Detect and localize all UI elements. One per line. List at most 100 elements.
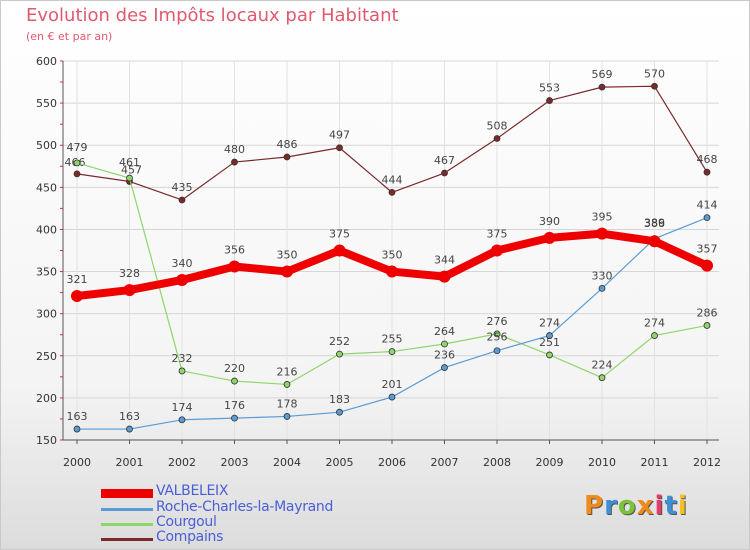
data-point-courgoul — [598, 374, 606, 382]
y-tick-label: 350 — [36, 266, 57, 279]
x-tick-label: 2006 — [378, 456, 406, 469]
x-tick-label: 2011 — [641, 456, 669, 469]
x-tick-label: 2004 — [273, 456, 301, 469]
data-label-compains: 435 — [172, 181, 193, 194]
data-point-roche-charles-la-mayrand — [231, 414, 238, 422]
data-point-roche-charles-la-mayrand — [703, 214, 711, 222]
data-label-roche-charles-la-mayrand: 163 — [67, 410, 88, 423]
y-tick-label: 300 — [36, 308, 57, 321]
data-point-compains — [493, 135, 501, 142]
legend-swatch — [101, 537, 153, 541]
legend-swatch — [101, 488, 153, 498]
x-tick-label: 2000 — [63, 456, 91, 469]
data-label-roche-charles-la-mayrand: 414 — [697, 199, 718, 212]
y-tick-label: 250 — [36, 350, 57, 363]
data-label-compains: 508 — [487, 119, 508, 132]
data-label-valbeleix: 350 — [382, 249, 403, 262]
x-tick-label: 2003 — [221, 456, 249, 469]
logo-letter: o — [617, 491, 637, 521]
data-point-compains — [336, 144, 343, 152]
y-tick-label: 500 — [36, 139, 57, 152]
data-point-compains — [231, 158, 238, 166]
data-label-roche-charles-la-mayrand: 178 — [277, 397, 298, 410]
data-label-courgoul: 251 — [539, 336, 560, 349]
data-point-valbeleix — [176, 273, 188, 286]
x-tick-label: 2005 — [326, 456, 354, 469]
data-label-valbeleix: 344 — [434, 254, 455, 267]
data-point-compains — [178, 196, 186, 204]
data-label-compains: 486 — [277, 138, 298, 151]
legend-item: Courgoul — [101, 514, 421, 531]
data-point-roche-charles-la-mayrand — [388, 393, 396, 401]
data-point-valbeleix — [281, 265, 293, 278]
data-point-courgoul — [546, 351, 553, 359]
x-tick-label: 2008 — [483, 456, 511, 469]
y-tick-label: 600 — [36, 55, 57, 68]
data-point-valbeleix — [543, 231, 556, 244]
data-point-courgoul — [231, 377, 238, 385]
legend-label: Courgoul — [156, 514, 217, 530]
legend-label: Roche-Charles-la-Mayrand — [156, 499, 334, 515]
data-label-valbeleix: 357 — [697, 243, 718, 256]
data-label-compains: 553 — [539, 82, 560, 95]
data-point-compains — [703, 168, 711, 176]
logo-letter: P — [584, 491, 605, 521]
data-point-courgoul — [336, 350, 343, 358]
data-label-compains: 444 — [382, 173, 403, 186]
data-point-courgoul — [703, 322, 711, 329]
legend-item: VALBELEIX — [101, 483, 421, 500]
data-label-roche-charles-la-mayrand: 163 — [119, 410, 140, 423]
y-tick-label: 200 — [36, 392, 57, 405]
data-label-courgoul: 224 — [592, 359, 613, 372]
logo-letter: x — [636, 491, 655, 521]
data-label-courgoul: 479 — [67, 141, 88, 154]
data-label-courgoul: 252 — [329, 335, 350, 348]
x-tick-label: 2007 — [431, 456, 459, 469]
data-label-valbeleix: 350 — [277, 249, 298, 262]
y-tick-label: 150 — [36, 434, 57, 447]
data-point-roche-charles-la-mayrand — [126, 425, 133, 433]
data-point-roche-charles-la-mayrand — [73, 425, 81, 433]
data-label-valbeleix: 390 — [539, 215, 560, 228]
data-point-courgoul — [651, 332, 658, 339]
data-point-compains — [283, 153, 291, 161]
data-point-valbeleix — [386, 265, 398, 278]
data-point-roche-charles-la-mayrand — [441, 364, 448, 371]
chart-title: Evolution des Impôts locaux par Habitant — [26, 5, 399, 26]
data-point-courgoul — [441, 340, 448, 348]
data-label-valbeleix: 395 — [592, 211, 613, 224]
data-point-compains — [546, 97, 553, 104]
proxiti-logo: Proxiti — [584, 491, 688, 521]
data-point-courgoul — [178, 367, 186, 375]
data-point-courgoul — [126, 174, 133, 182]
data-point-compains — [598, 83, 606, 91]
data-label-courgoul: 232 — [172, 352, 193, 365]
y-tick-label: 550 — [36, 97, 57, 110]
x-tick-label: 2001 — [116, 456, 144, 469]
data-label-roche-charles-la-mayrand: 174 — [172, 401, 193, 414]
data-point-roche-charles-la-mayrand — [336, 408, 343, 416]
data-label-courgoul: 220 — [224, 362, 245, 375]
data-point-roche-charles-la-mayrand — [283, 413, 291, 420]
data-point-valbeleix — [71, 289, 83, 302]
data-label-compains: 569 — [592, 68, 613, 81]
data-point-compains — [73, 170, 81, 178]
data-point-valbeleix — [596, 227, 608, 240]
data-point-roche-charles-la-mayrand — [598, 284, 606, 292]
data-label-valbeleix: 375 — [329, 228, 350, 241]
logo-letter: t — [664, 491, 678, 521]
data-label-compains: 467 — [434, 154, 455, 167]
data-label-valbeleix: 356 — [224, 244, 245, 257]
y-tick-label: 450 — [36, 181, 57, 194]
data-label-roche-charles-la-mayrand: 183 — [329, 393, 350, 406]
data-point-valbeleix — [123, 284, 136, 297]
data-label-courgoul: 461 — [119, 156, 140, 169]
logo-letter: r — [604, 491, 618, 521]
data-point-valbeleix — [333, 244, 346, 257]
data-label-roche-charles-la-mayrand: 236 — [434, 349, 455, 362]
legend-swatch — [101, 522, 153, 526]
logo-letter: i — [677, 491, 688, 521]
data-point-compains — [388, 188, 396, 196]
